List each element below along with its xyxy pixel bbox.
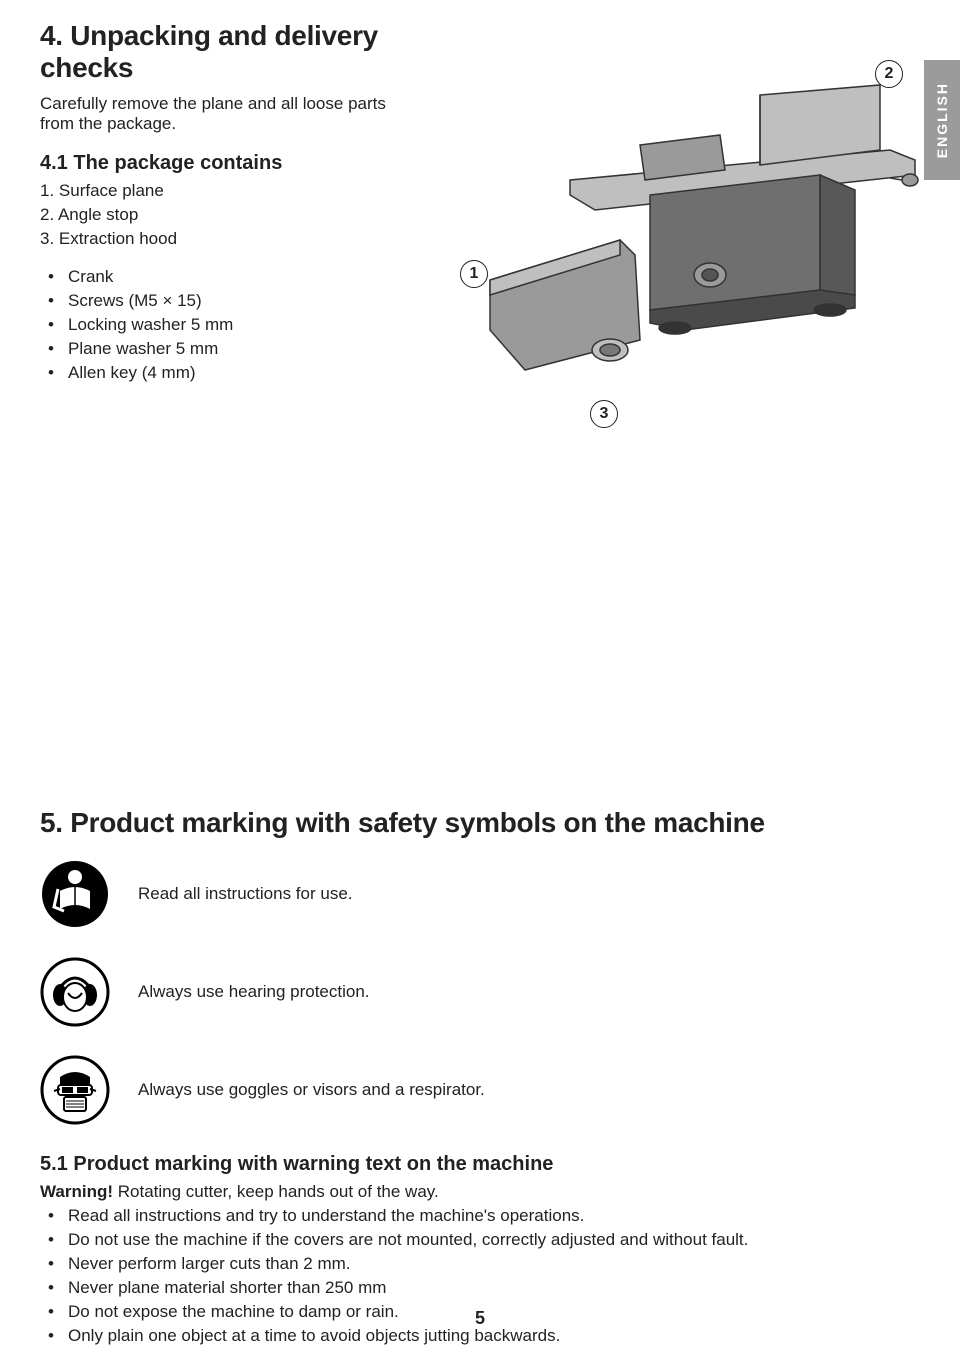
list-item: Crank xyxy=(40,267,400,287)
section-5: 5. Product marking with safety symbols o… xyxy=(40,807,920,1346)
section-4-text: 4. Unpacking and delivery checks Careful… xyxy=(40,20,400,387)
hearing-protection-icon xyxy=(40,957,110,1027)
list-item: Read all instructions and try to underst… xyxy=(40,1206,920,1226)
section-4-1-title: 4.1 The package contains xyxy=(40,152,400,175)
list-item: Plane washer 5 mm xyxy=(40,339,400,359)
list-item: Never perform larger cuts than 2 mm. xyxy=(40,1254,920,1274)
callout-2: 2 xyxy=(875,60,903,88)
language-tab-label: ENGLISH xyxy=(934,82,950,158)
list-item: 2. Angle stop xyxy=(40,205,400,225)
read-manual-icon xyxy=(40,859,110,929)
package-bullet-list: Crank Screws (M5 × 15) Locking washer 5 … xyxy=(40,267,400,383)
warning-rest: Rotating cutter, keep hands out of the w… xyxy=(113,1182,439,1201)
product-diagram: 1 2 3 xyxy=(460,60,930,440)
list-item: Never plane material shorter than 250 mm xyxy=(40,1278,920,1298)
symbol-text: Always use hearing protection. xyxy=(138,982,370,1002)
goggles-respirator-icon xyxy=(40,1055,110,1125)
safety-symbol-row: Read all instructions for use. xyxy=(40,859,920,929)
callout-1: 1 xyxy=(460,260,488,288)
symbol-text: Always use goggles or visors and a respi… xyxy=(138,1080,485,1100)
list-item: Locking washer 5 mm xyxy=(40,315,400,335)
section-4-intro: Carefully remove the plane and all loose… xyxy=(40,94,400,134)
safety-symbol-row: Always use goggles or visors and a respi… xyxy=(40,1055,920,1125)
list-item: 1. Surface plane xyxy=(40,181,400,201)
warning-line: Warning! Rotating cutter, keep hands out… xyxy=(40,1182,920,1202)
list-item: Screws (M5 × 15) xyxy=(40,291,400,311)
list-item: Do not use the machine if the covers are… xyxy=(40,1230,920,1250)
page-number: 5 xyxy=(475,1308,485,1329)
section-4: 4. Unpacking and delivery checks Careful… xyxy=(40,20,920,387)
section-5-title: 5. Product marking with safety symbols o… xyxy=(40,807,920,839)
warning-bold: Warning! xyxy=(40,1182,113,1201)
callout-3: 3 xyxy=(590,400,618,428)
section-4-title: 4. Unpacking and delivery checks xyxy=(40,20,400,84)
planer-illustration xyxy=(460,60,930,440)
safety-symbol-row: Always use hearing protection. xyxy=(40,957,920,1027)
list-item: Only plain one object at a time to avoid… xyxy=(40,1326,920,1346)
symbol-text: Read all instructions for use. xyxy=(138,884,353,904)
package-numbered-list: 1. Surface plane 2. Angle stop 3. Extrac… xyxy=(40,181,400,249)
list-item: Allen key (4 mm) xyxy=(40,363,400,383)
section-5-1-title: 5.1 Product marking with warning text on… xyxy=(40,1153,920,1176)
list-item: 3. Extraction hood xyxy=(40,229,400,249)
